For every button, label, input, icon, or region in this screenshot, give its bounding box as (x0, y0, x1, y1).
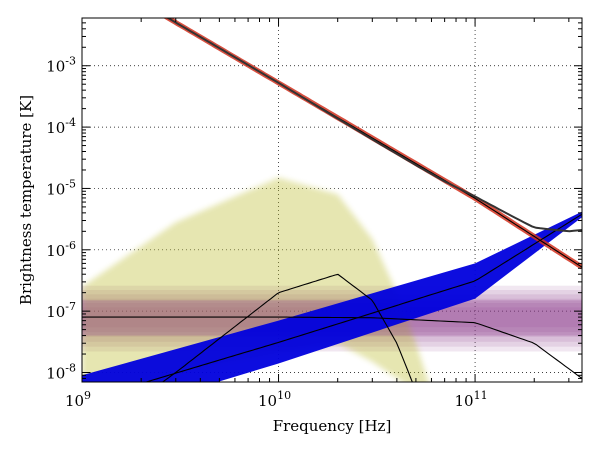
y-tick-label: 10-8 (46, 361, 76, 382)
total-curve (166, 18, 582, 233)
y-tick-label: 10-5 (46, 177, 76, 198)
y-tick-label: 10-7 (46, 300, 76, 321)
thermal-dust-curve (82, 316, 582, 379)
free-free-band (82, 211, 582, 382)
x-tick-label: 1010 (258, 389, 291, 410)
y-tick-label: 10-3 (46, 55, 76, 76)
x-axis-label: Frequency [Hz] (273, 417, 392, 435)
y-tick-labels: 10-8 10-7 10-6 10-5 10-4 10-3 (46, 55, 76, 383)
x-tick-label: 1011 (455, 389, 488, 410)
spinning-dust-curve (161, 273, 413, 382)
y-tick-label: 10-4 (46, 116, 76, 137)
x-tick-label: 109 (65, 389, 91, 410)
y-tick-label: 10-6 (46, 239, 76, 260)
axis-ticks (81, 17, 582, 383)
x-tick-labels: 109 1010 1011 (65, 389, 488, 410)
y-axis-label: Brightness temperature [K] (17, 95, 35, 305)
grid (82, 18, 582, 382)
free-free-curve (144, 213, 582, 382)
plot-frame (81, 17, 583, 383)
model-curves (82, 18, 582, 382)
